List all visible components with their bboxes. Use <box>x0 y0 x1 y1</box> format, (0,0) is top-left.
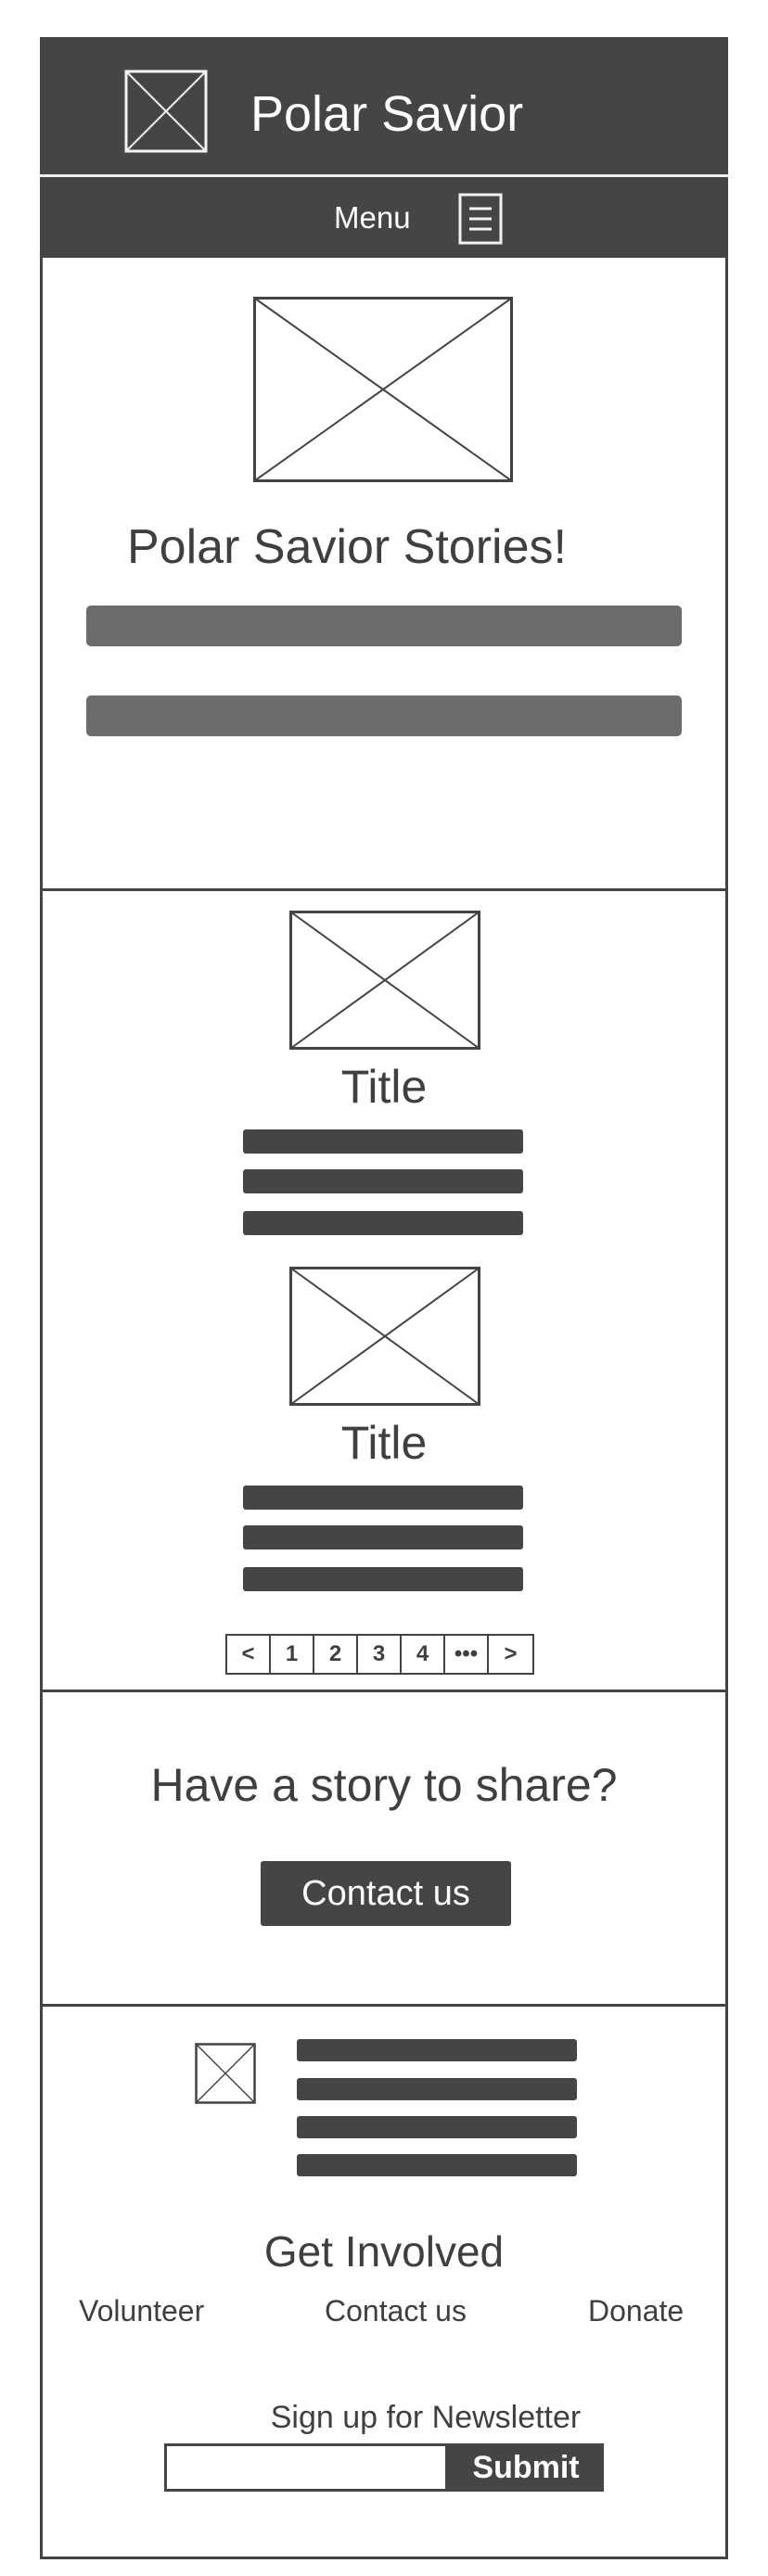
hero-text-placeholder <box>86 695 682 736</box>
donate-link[interactable]: Donate <box>588 2294 685 2327</box>
story-text-placeholder <box>243 1525 523 1549</box>
page-3-button[interactable]: 3 <box>358 1636 402 1673</box>
story-image-placeholder-icon[interactable] <box>289 1267 480 1406</box>
story-text-placeholder <box>243 1486 523 1510</box>
story-title[interactable]: Title <box>340 1061 428 1113</box>
newsletter-label: Sign up for Newsletter <box>270 2400 582 2435</box>
logo-placeholder-icon[interactable] <box>124 70 208 153</box>
next-page-button[interactable]: > <box>504 1641 518 1666</box>
hamburger-menu-icon[interactable] <box>458 193 503 245</box>
footer-text-placeholder <box>297 2116 577 2138</box>
pagination: < 1 2 3 4 ••• > <box>225 1634 534 1675</box>
share-story-heading: Have a story to share? <box>150 1759 618 1811</box>
story-text-placeholder <box>243 1129 523 1154</box>
menu-label[interactable]: Menu <box>334 200 411 235</box>
story-text-placeholder <box>243 1211 523 1235</box>
contact-us-button[interactable]: Contact us <box>261 1861 511 1926</box>
story-text-placeholder <box>243 1567 523 1591</box>
hero-image-placeholder-icon <box>253 297 513 482</box>
page-2-button[interactable]: 2 <box>314 1636 358 1673</box>
section-divider <box>40 1690 728 1692</box>
page-4-button[interactable]: 4 <box>402 1636 445 1673</box>
site-title[interactable]: Polar Savior <box>250 86 524 142</box>
section-divider <box>40 888 728 891</box>
footer-image-placeholder-icon <box>195 2043 256 2104</box>
footer-text-placeholder <box>297 2078 577 2100</box>
menu-bar <box>40 177 728 258</box>
section-divider <box>40 2004 728 2007</box>
contact-us-link[interactable]: Contact us <box>325 2294 467 2327</box>
story-title[interactable]: Title <box>340 1417 428 1469</box>
page-1-button[interactable]: 1 <box>271 1636 314 1673</box>
newsletter-submit-button[interactable]: Submit <box>448 2443 604 2492</box>
footer-text-placeholder <box>297 2039 577 2061</box>
more-pages-button[interactable]: ••• <box>445 1636 489 1673</box>
hero-title: Polar Savior Stories! <box>127 520 567 574</box>
hero-text-placeholder <box>86 606 682 646</box>
story-image-placeholder-icon[interactable] <box>289 911 480 1050</box>
story-text-placeholder <box>243 1169 523 1193</box>
newsletter-email-input[interactable] <box>164 2443 448 2492</box>
get-involved-heading: Get Involved <box>263 2227 505 2276</box>
footer-text-placeholder <box>297 2154 577 2176</box>
prev-page-button[interactable]: < <box>227 1636 271 1673</box>
volunteer-link[interactable]: Volunteer <box>79 2294 205 2327</box>
header-divider <box>40 174 728 177</box>
